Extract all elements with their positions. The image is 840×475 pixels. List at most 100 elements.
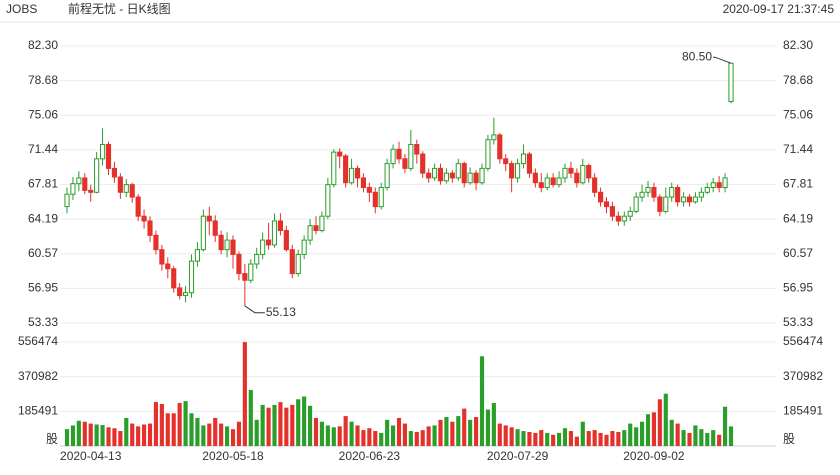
volume-bar — [272, 404, 277, 446]
volume-bar — [432, 425, 437, 446]
volume-bar — [580, 421, 585, 446]
candle-body — [526, 153, 533, 174]
volume-bar — [355, 425, 360, 446]
candle-body — [230, 239, 236, 255]
candle-body — [289, 249, 295, 275]
volume-bar — [153, 402, 159, 446]
volume-bar — [527, 431, 532, 446]
volume-bar — [479, 356, 485, 446]
volume-bar — [296, 399, 301, 446]
candle-body — [390, 148, 396, 165]
chart-title: 前程无忧 - 日K线图 — [68, 1, 171, 16]
volume-bar — [76, 420, 81, 446]
candle-body — [105, 143, 112, 169]
volume-bar — [616, 431, 621, 446]
y-tick-label: 64.19 — [28, 211, 58, 225]
candle-body — [337, 151, 343, 157]
symbol: JOBS — [6, 2, 37, 16]
candle-body — [716, 182, 722, 189]
candle-body — [455, 163, 461, 179]
x-tick-label: 2020-04-13 — [60, 449, 122, 463]
volume-bar — [224, 426, 230, 446]
y-tick-label: 67.81 — [783, 177, 813, 191]
volume-bar — [663, 393, 668, 446]
candle-body — [520, 153, 527, 165]
candle-body — [260, 239, 266, 255]
candle-body — [277, 220, 284, 232]
volume-bar — [509, 427, 514, 446]
volume-bar — [545, 432, 550, 446]
volume-bar — [438, 419, 443, 446]
volume-bar — [468, 419, 473, 446]
volume-bar — [100, 425, 105, 446]
candle-body — [603, 201, 610, 208]
volume-bar — [402, 423, 408, 446]
candle-body — [491, 134, 497, 141]
y-tick-label: 82.30 — [28, 38, 58, 52]
candle-body — [645, 187, 651, 193]
y-tick-label: 53.33 — [783, 315, 813, 329]
candle-body — [704, 187, 710, 193]
volume-bar — [379, 432, 384, 446]
volume-bar — [88, 423, 93, 446]
volume-bar — [260, 404, 265, 446]
volume-bar — [628, 423, 633, 446]
volume-bar — [361, 430, 366, 446]
volume-bar — [70, 425, 76, 446]
candle-body — [177, 287, 183, 297]
candle-body — [592, 177, 598, 193]
annotation-label: 55.13 — [266, 305, 296, 319]
y-tick-label: 71.44 — [28, 142, 58, 156]
candle-body — [556, 177, 562, 186]
candle-body — [224, 239, 230, 251]
candle-body — [94, 158, 100, 193]
candle-body — [295, 253, 301, 275]
volume-unit: 股 — [46, 432, 58, 446]
y-tick-label: 78.68 — [783, 73, 813, 87]
candle-body — [236, 253, 242, 275]
candle-body — [627, 210, 633, 217]
volume-bar — [515, 429, 520, 446]
candle-body — [426, 172, 432, 179]
candle-body — [212, 220, 218, 236]
x-tick-label: 2020-07-29 — [487, 449, 549, 463]
volume-bar — [325, 425, 330, 446]
candle-body — [218, 234, 224, 251]
volume-bar — [195, 417, 200, 446]
candle-body — [117, 176, 123, 193]
candle-body — [586, 165, 592, 179]
candle-body — [301, 239, 307, 255]
y-tick-label: 78.68 — [28, 73, 58, 87]
volume-tick-label: 185491 — [18, 404, 58, 418]
candle-body — [206, 215, 212, 222]
candle-body — [372, 191, 378, 208]
candle-body — [509, 163, 515, 179]
candle-body — [129, 184, 135, 198]
volume-bar — [651, 412, 657, 446]
candle-body — [431, 167, 438, 179]
candle-body — [686, 196, 693, 203]
volume-bar — [497, 423, 502, 446]
candle-body — [70, 183, 76, 195]
volume-bar — [385, 419, 390, 446]
volume-bar — [396, 417, 402, 446]
volume-bar — [112, 428, 117, 446]
candle-body — [194, 249, 201, 262]
x-tick-label: 2020-09-02 — [623, 449, 685, 463]
volume-bar — [343, 416, 348, 446]
candle-body — [692, 196, 699, 203]
volume-bar — [284, 407, 289, 446]
candle-body — [408, 143, 414, 169]
volume-bar — [610, 431, 615, 446]
candle-body — [497, 134, 503, 160]
volume-bar — [539, 430, 544, 446]
volume-tick-label: 370982 — [783, 369, 823, 383]
volume-bar — [717, 434, 722, 446]
candle-body — [449, 172, 455, 179]
y-tick-label: 64.19 — [783, 211, 813, 225]
volume-bar — [367, 428, 372, 446]
candle-body — [574, 172, 580, 184]
candle-body — [188, 260, 195, 294]
volume-bar — [491, 403, 496, 446]
volume-bar — [503, 425, 508, 446]
